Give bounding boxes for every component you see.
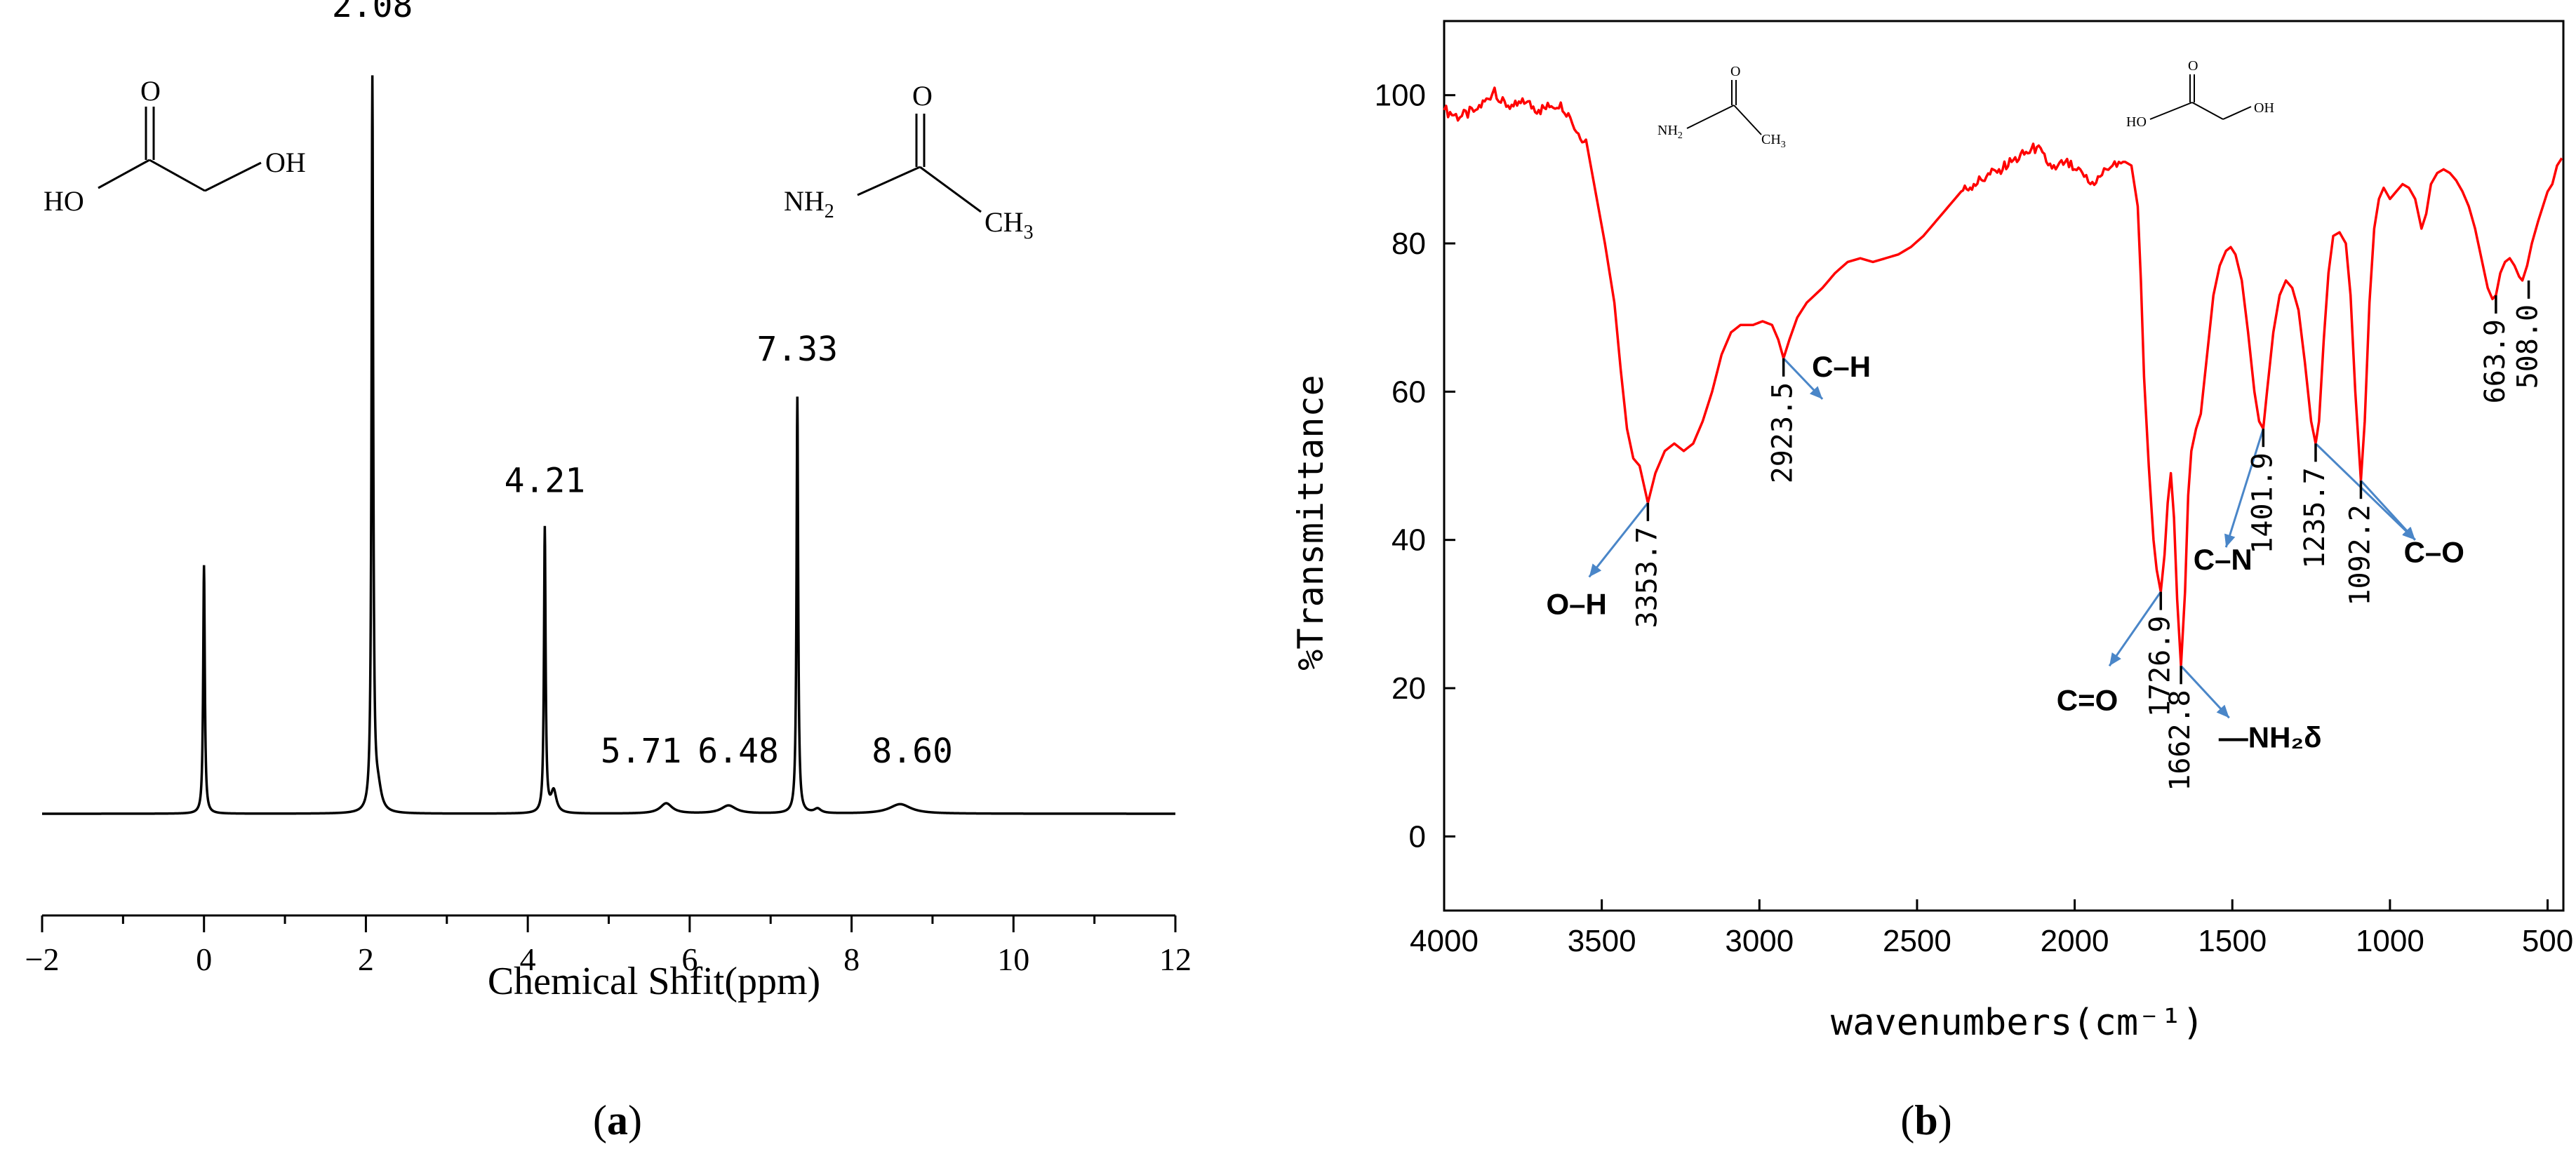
ir-peak-label: 1401.9 (2246, 452, 2278, 554)
ir-peak-label: 508.0 (2512, 304, 2544, 389)
glycolic-acid-structure: O HO OH (44, 75, 306, 217)
nmr-peak-label: 2.08 (332, 0, 413, 25)
ir-peak-label: 1092.2 (2344, 504, 2376, 606)
panel-b-structures: O NH2 CH3 O HO OH (1657, 58, 2274, 150)
panel-b-x-tick-label: 4000 (1410, 924, 1479, 958)
panel-a-x-tick-label: 10 (997, 941, 1029, 977)
ir-glycolic-bonds (2149, 74, 2252, 120)
panel-b-caption: (b) (1900, 1097, 1951, 1143)
ir-spectrum-line (1443, 86, 2563, 668)
panel-a-x-ticks: −2 0 2 4 6 8 10 12 (25, 915, 1192, 977)
panel-a-x-tick-label: 0 (196, 941, 212, 977)
panel-b-x-tick-label: 1000 (2356, 924, 2424, 958)
panel-a-structures: O HO OH O NH2 CH3 (44, 75, 1034, 243)
ir-peak-marker: 1235.7 (2299, 443, 2331, 569)
panel-b-frame-rect (1443, 20, 2565, 912)
panel-a-x-tick-label: −2 (25, 941, 60, 977)
bond-annotation-label: C=O (2057, 684, 2118, 717)
ir-glycolic-ho-label: HO (2126, 114, 2147, 130)
glycolic-acid-bonds (98, 107, 262, 192)
acetamide-structure: O NH2 CH3 (784, 80, 1034, 243)
ir-peak-marker: 1092.2 (2344, 481, 2376, 606)
ir-peak-label: 3353.7 (1631, 527, 1663, 629)
ir-peak-marker: 1662.8 (2164, 666, 2196, 791)
panel-b-y-axis-label: %Transmittance (1290, 375, 1331, 670)
annotation-arrow (2108, 591, 2162, 667)
panel-a-caption: (a) (593, 1097, 642, 1143)
ir-peak-label: 1662.8 (2164, 690, 2196, 791)
ir-peak-label: 1726.9 (2144, 616, 2176, 718)
ir-glycolic-oh-label: OH (2254, 100, 2274, 116)
ir-peak-marker: 3353.7 (1631, 502, 1663, 629)
ir-acetamide-nh2-label: NH2 (1657, 123, 1683, 141)
annotation-arrow (2180, 665, 2230, 719)
panel-b-y-tick-label: 0 (1409, 819, 1426, 854)
panel-a-x-tick-label: 4 (520, 941, 536, 977)
glycolic-ho-label: HO (44, 185, 84, 217)
panel-a-x-axis-label: Chemical Shfit(ppm) (488, 960, 820, 1003)
panel-b-x-axis-label: wavenumbers(cm⁻¹) (1831, 1002, 2204, 1044)
panel-b-plot-frame (1443, 20, 2565, 912)
ir-acetamide-o-label: O (1730, 64, 1740, 79)
acetamide-bonds (857, 114, 982, 213)
annotation-arrow (2224, 428, 2264, 548)
panel-b-x-tick-label: 500 (2522, 924, 2573, 958)
acetamide-ch3-label: CH3 (985, 206, 1034, 243)
ir-peak-label: 2923.5 (1767, 382, 1799, 484)
panel-b-x-tick-label: 2500 (1883, 924, 1951, 958)
nmr-peak-label: 7.33 (756, 330, 838, 369)
ir-peak-marker: 508.0 (2512, 280, 2544, 389)
ir-glycolic-o-label: O (2188, 58, 2198, 74)
nmr-peak-label: 8.60 (872, 732, 953, 771)
panel-b-x-tick-label: 3500 (1568, 924, 1636, 958)
ir-peak-marker: 1726.9 (2144, 591, 2176, 718)
panel-b-y-tick-label: 80 (1392, 227, 1426, 261)
panel-a-x-tick-label: 12 (1159, 941, 1192, 977)
annotation-arrow (2360, 480, 2416, 541)
bond-annotation-label: O–H (1547, 587, 1607, 620)
panel-b-arrows (1588, 357, 2416, 719)
panel-b-y-tick-label: 20 (1392, 671, 1426, 706)
bond-annotation-label: C–H (1812, 350, 1871, 383)
panel-a-peak-labels: 2.08 4.21 7.33 5.71 6.48 8.60 (332, 0, 953, 771)
bond-annotation-label: C–N (2194, 543, 2253, 576)
acetamide-o-label: O (912, 80, 933, 112)
ir-glycolic-structure: O HO OH (2126, 58, 2274, 130)
bond-annotation-label: —NH₂δ (2219, 721, 2322, 754)
acetamide-nh2-label: NH2 (784, 185, 834, 222)
bond-annotation-label: C–O (2404, 535, 2464, 568)
ir-peak-marker: 2923.5 (1767, 358, 1799, 484)
panel-b-y-tick-label: 60 (1392, 375, 1426, 409)
panel-b-y-tick-label: 100 (1375, 79, 1426, 113)
panel-b-bond-annotations: O–H C–H C=O C–N C–O —NH₂δ (1547, 350, 2464, 753)
annotation-arrow (1782, 357, 1824, 400)
ir-peak-marker: 1401.9 (2246, 429, 2278, 554)
nmr-peak-label: 5.71 (601, 732, 682, 771)
nmr-spectrum-line (42, 75, 1175, 815)
ir-acetamide-ch3-label: CH3 (1761, 132, 1786, 150)
panel-b-x-tick-label: 1500 (2198, 924, 2267, 958)
ir-peak-marker: 663.9 (2479, 295, 2511, 403)
glycolic-oh-label: OH (265, 147, 306, 178)
panel-b-ir-chart: O NH2 CH3 O HO OH (1290, 20, 2574, 1143)
ir-peak-label: 1235.7 (2299, 467, 2331, 569)
panel-a-nmr-chart: O HO OH O NH2 CH3 (25, 0, 1192, 1143)
glycolic-o-label: O (140, 75, 161, 107)
panel-b-ticks: 4000 3500 3000 2500 2000 1500 1000 500 0 20 40 60 80… (1375, 79, 2574, 958)
nmr-peak-label: 6.48 (698, 732, 779, 771)
panel-b-x-tick-label: 3000 (1725, 924, 1794, 958)
panel-b-y-tick-label: 40 (1392, 523, 1426, 558)
ir-acetamide-bonds (1686, 80, 1762, 135)
panel-b-x-tick-label: 2000 (2041, 924, 2109, 958)
panel-a-x-tick-label: 2 (358, 941, 374, 977)
panel-a-x-tick-label: 8 (843, 941, 860, 977)
ir-peak-label: 663.9 (2479, 319, 2511, 403)
nmr-peak-label: 4.21 (505, 462, 586, 501)
panel-a-x-tick-label: 6 (681, 941, 698, 977)
annotation-arrow (1588, 502, 1649, 578)
ir-acetamide-structure: O NH2 CH3 (1657, 64, 1786, 150)
